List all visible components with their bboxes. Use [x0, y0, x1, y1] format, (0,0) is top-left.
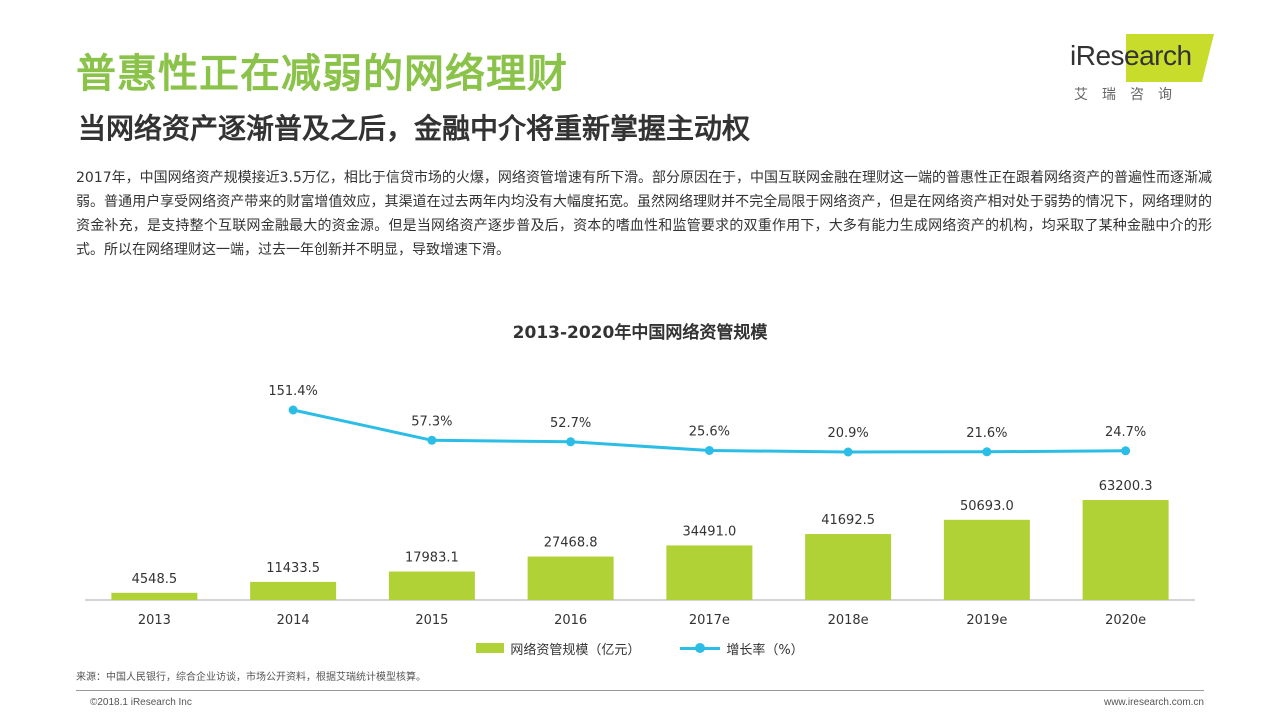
growth-point-2020e: [1121, 446, 1131, 456]
logo-chinese-name: 艾瑞咨询: [1074, 87, 1186, 103]
bar-label-2014: 11433.5: [266, 561, 320, 576]
footer-divider: [76, 690, 1204, 691]
growth-label-2016: 52.7%: [550, 416, 591, 431]
bar-label-2020e: 63200.3: [1099, 479, 1153, 494]
bar-2014: [250, 581, 337, 600]
x-tick-label-2019e: 2019e: [966, 613, 1007, 628]
x-tick-label-2013: 2013: [138, 613, 171, 628]
bar-2020e: [1082, 500, 1169, 600]
growth-label-2017e: 25.6%: [689, 424, 730, 439]
growth-label-2020e: 24.7%: [1105, 425, 1146, 440]
x-tick-label-2014: 2014: [277, 613, 310, 628]
growth-label-2015: 57.3%: [411, 414, 452, 429]
growth-point-2015: [427, 435, 437, 445]
bar-label-2015: 17983.1: [405, 551, 459, 566]
x-tick-label-2018e: 2018e: [828, 613, 869, 628]
x-tick-label-2017e: 2017e: [689, 613, 730, 628]
iresearch-logo: iResearch 艾瑞咨询: [1066, 32, 1216, 106]
bar-2016: [527, 556, 614, 600]
growth-point-2016: [566, 437, 576, 447]
logo-wordmark: iResearch: [1070, 40, 1192, 71]
growth-point-2014: [288, 405, 298, 415]
bar-2018e: [805, 534, 892, 600]
bar-label-2019e: 50693.0: [960, 499, 1014, 514]
copyright-text: ©2018.1 iResearch Inc: [90, 697, 192, 708]
legend-label-bar: 网络资管规模（亿元）: [510, 642, 641, 658]
growth-point-2018e: [843, 447, 853, 457]
chart-legend: 网络资管规模（亿元） 增长率（%）: [0, 638, 1280, 658]
x-tick-label-2020e: 2020e: [1105, 613, 1146, 628]
legend-item-bar: 网络资管规模（亿元）: [476, 638, 640, 658]
page-subtitle: 当网络资产逐渐普及之后，金融中介将重新掌握主动权: [78, 112, 751, 145]
page-title: 普惠性正在减弱的网络理财: [76, 51, 568, 97]
growth-point-2019e: [982, 447, 992, 457]
x-tick-label-2016: 2016: [554, 613, 587, 628]
legend-label-line: 增长率（%）: [726, 642, 804, 658]
source-note: 来源：中国人民银行，综合企业访谈，市场公开资料，根据艾瑞统计模型核算。: [76, 672, 426, 683]
bar-label-2018e: 41692.5: [821, 513, 875, 528]
legend-item-line: 增长率（%）: [680, 638, 804, 658]
logo-accent-shape: [1126, 34, 1214, 82]
body-paragraph: 2017年，中国网络资产规模接近3.5万亿，相比于信贷市场的火爆，网络资管增速有…: [76, 170, 1212, 258]
growth-label-2014: 151.4%: [268, 384, 318, 399]
bar-2013: [111, 592, 198, 600]
bar-label-2016: 27468.8: [544, 536, 598, 551]
bar-label-2013: 4548.5: [132, 572, 178, 587]
growth-label-2018e: 20.9%: [827, 426, 868, 441]
growth-label-2019e: 21.6%: [966, 426, 1007, 441]
bar-2015: [388, 571, 475, 600]
legend-line-swatch: [680, 643, 721, 653]
bar-label-2017e: 34491.0: [682, 524, 736, 539]
bar-2019e: [943, 519, 1030, 600]
growth-point-2017e: [704, 445, 714, 455]
x-tick-label-2015: 2015: [415, 613, 448, 628]
website-link[interactable]: www.iresearch.com.cn: [1103, 697, 1204, 708]
legend-bar-swatch: [476, 643, 505, 653]
bar-2017e: [666, 545, 753, 600]
chart-title: 2013-2020年中国网络资管规模: [513, 322, 769, 343]
